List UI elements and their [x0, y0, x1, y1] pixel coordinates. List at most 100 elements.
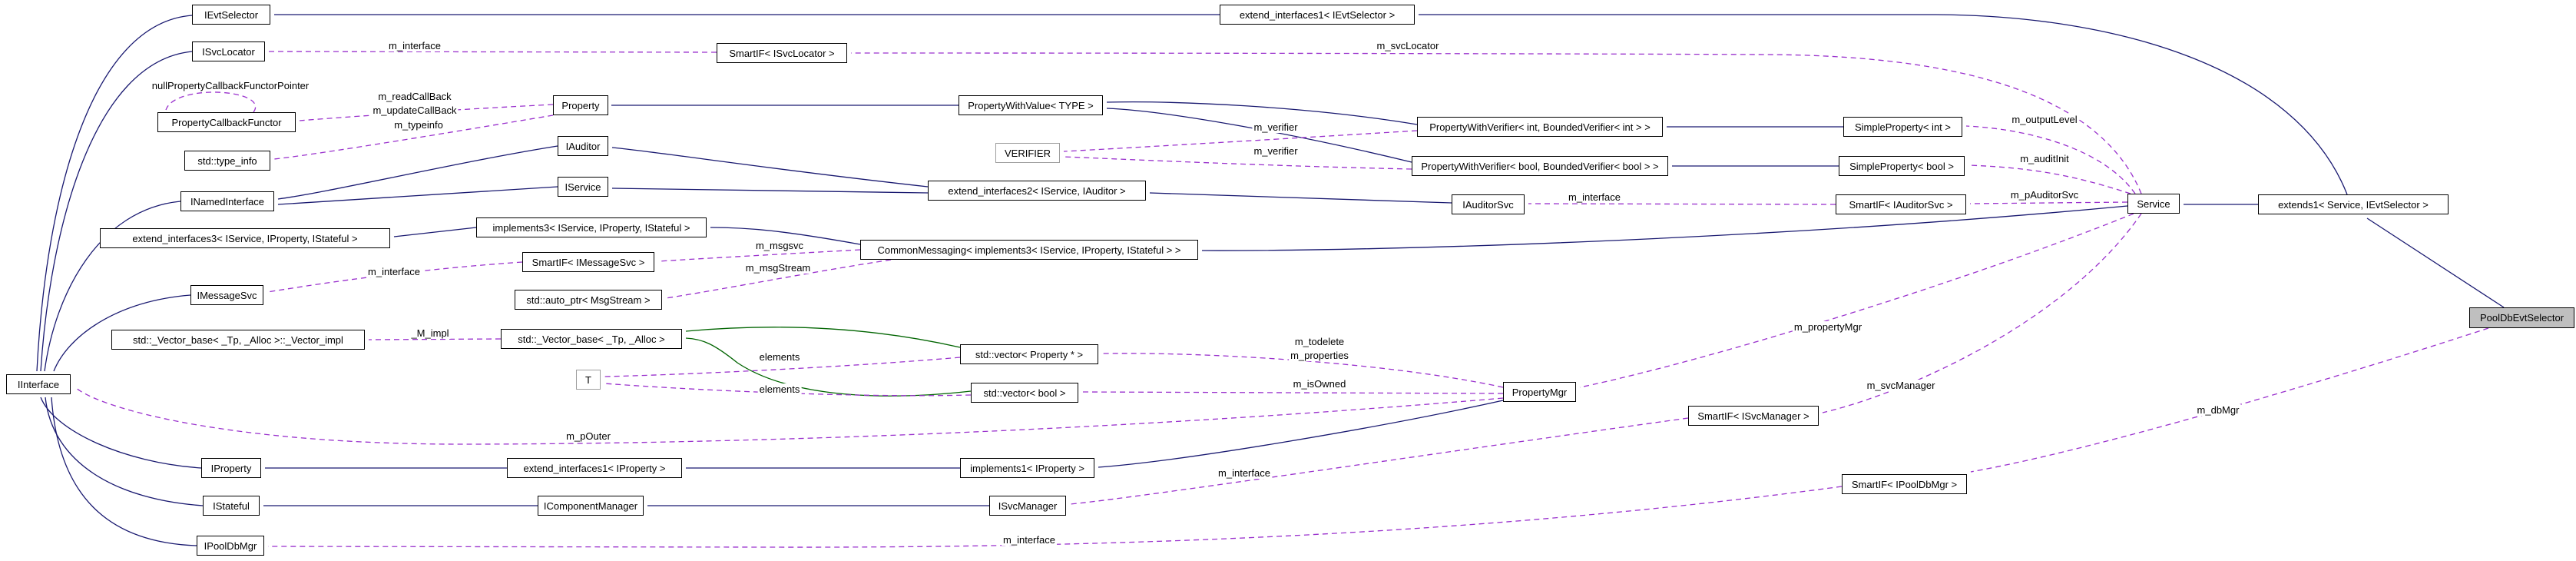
edge-Service-to-SmartIF_ISvcLocator [850, 52, 2142, 194]
edge-PoolDbEvtSelector-to-SmartIF_IPoolDbMgr [1970, 327, 2489, 473]
edge-ISvcLocator-to-IInterface [40, 51, 193, 372]
edge-label: m_interface [1567, 191, 1622, 203]
node-VERIFIER[interactable]: VERIFIER [995, 143, 1060, 163]
node-IMessageSvc[interactable]: IMessageSvc [190, 285, 263, 305]
node-IProperty[interactable]: IProperty [201, 458, 261, 478]
edge-label: m_verifier [1252, 121, 1300, 133]
edge-extend_interfaces2-to-IAuditor [611, 147, 929, 188]
node-implements1_IProperty[interactable]: implements1< IProperty > [960, 458, 1094, 478]
edge-PropertyMgr-to-IInterface [74, 387, 1504, 445]
edge-INamedInterface-to-IInterface [44, 201, 181, 372]
edge-PropertyCallbackFunctor-to-PropertyCallbackFunctor [165, 91, 257, 113]
edge-IPoolDbMgr-to-IInterface [51, 397, 197, 546]
edge-label: elements [757, 383, 802, 395]
edge-Service-to-SimpleProperty_int [1965, 125, 2136, 194]
edge-SmartIF_IPoolDbMgr-to-IPoolDbMgr [267, 486, 1843, 548]
node-INamedInterface[interactable]: INamedInterface [180, 191, 274, 211]
edge-label: elements [757, 351, 802, 363]
edge-Property-to-std-type_info [273, 115, 554, 160]
node-extends1[interactable]: extends1< Service, IEvtSelector > [2258, 194, 2449, 214]
edge-PropertyMgr-to-implements1_IProperty [1098, 400, 1504, 468]
node-IInterface[interactable]: IInterface [6, 374, 71, 394]
node-Service[interactable]: Service [2127, 194, 2180, 214]
edge-SmartIF_ISvcLocator-to-ISvcLocator [268, 51, 717, 53]
edge-label: m_msgStream [743, 262, 813, 274]
node-SmartIF_ISvcLocator[interactable]: SmartIF< ISvcLocator > [717, 43, 847, 63]
node-ISvcManager[interactable]: ISvcManager [989, 496, 1066, 516]
node-T[interactable]: T [576, 370, 601, 390]
node-vector_Property[interactable]: std::vector< Property * > [960, 344, 1098, 364]
node-CommonMessaging[interactable]: CommonMessaging< implements3< IService, … [860, 240, 1198, 260]
node-IEvtSelector[interactable]: IEvtSelector [192, 5, 270, 25]
node-vector_base[interactable]: std::_Vector_base< _Tp, _Alloc > [501, 329, 682, 349]
edge-PropertyMgr-to-vector_bool [1081, 391, 1504, 394]
edge-label: m_outputLevel [2010, 114, 2079, 125]
edge-Service-to-PropertyMgr [1579, 213, 2134, 388]
edge-Service-to-SimpleProperty_bool [1968, 164, 2131, 194]
node-SimpleProperty_int[interactable]: SimpleProperty< int > [1843, 117, 1962, 137]
edge-label: m_interface [366, 266, 422, 277]
edge-label: m_todelete [1293, 336, 1346, 347]
node-extend_interfaces3[interactable]: extend_interfaces3< IService, IProperty,… [100, 228, 390, 248]
edge-IStateful-to-IInterface [45, 397, 204, 506]
edge-CommonMessaging-to-SmartIF_IMessageSvc [657, 249, 861, 262]
node-IPoolDbMgr[interactable]: IPoolDbMgr [197, 536, 264, 556]
node-SmartIF_IMessageSvc[interactable]: SmartIF< IMessageSvc > [522, 252, 654, 272]
node-implements3[interactable]: implements3< IService, IProperty, IState… [476, 217, 707, 237]
edge-SmartIF_ISvcManager-to-ISvcManager [1069, 417, 1689, 505]
edge-PWV_int-to-PropertyWithValue [1106, 101, 1418, 125]
edge-label: m_svcManager [1865, 380, 1937, 391]
edge-label: m_pOuter [565, 430, 612, 442]
node-SmartIF_IPoolDbMgr[interactable]: SmartIF< IPoolDbMgr > [1842, 474, 1967, 494]
edge-label: m_interface [387, 40, 442, 51]
edge-implements3-to-extend_interfaces3 [393, 227, 477, 237]
edge-Service-to-CommonMessaging [1201, 205, 2128, 251]
edge-label: m_updateCallBack [371, 105, 459, 116]
edge-IMessageSvc-to-IInterface [53, 294, 191, 372]
edge-extend_interfaces2-to-IService [611, 188, 929, 194]
edge-Service-to-SmartIF_IAuditorSvc [1969, 201, 2128, 204]
node-ISvcLocator[interactable]: ISvcLocator [192, 41, 265, 61]
edge-label: m_verifier [1252, 145, 1300, 157]
edge-label: m_properties [1289, 350, 1350, 361]
edge-vector_base-to-vector_impl [368, 338, 502, 340]
node-extend_interfaces1_IProperty[interactable]: extend_interfaces1< IProperty > [507, 458, 682, 478]
edge-IProperty-to-IInterface [40, 397, 202, 469]
node-vector_bool[interactable]: std::vector< bool > [971, 383, 1078, 403]
node-SimpleProperty_bool[interactable]: SimpleProperty< bool > [1839, 156, 1965, 176]
node-vector_impl[interactable]: std::_Vector_base< _Tp, _Alloc >::_Vecto… [111, 330, 365, 350]
node-PropertyWithValue[interactable]: PropertyWithValue< TYPE > [959, 95, 1103, 115]
node-IComponentManager[interactable]: IComponentManager [538, 496, 644, 516]
node-IAuditor[interactable]: IAuditor [558, 136, 608, 156]
edge-Property-to-PropertyCallbackFunctor [299, 104, 554, 121]
edge-CommonMessaging-to-implements3 [710, 227, 861, 245]
edge-extends1-to-extend_interfaces1_IEvtSelector [1419, 14, 2348, 195]
node-PropertyCallbackFunctor[interactable]: PropertyCallbackFunctor [157, 112, 296, 132]
node-IStateful[interactable]: IStateful [203, 496, 260, 516]
node-SmartIF_IAuditorSvc[interactable]: SmartIF< IAuditorSvc > [1836, 194, 1966, 214]
node-PWV_int[interactable]: PropertyWithVerifier< int, BoundedVerifi… [1417, 117, 1663, 137]
node-extend_interfaces1_IEvtSelector[interactable]: extend_interfaces1< IEvtSelector > [1220, 5, 1415, 25]
edge-label: m_interface [1217, 467, 1272, 479]
node-SmartIF_ISvcManager[interactable]: SmartIF< ISvcManager > [1688, 406, 1819, 426]
node-PWV_bool[interactable]: PropertyWithVerifier< bool, BoundedVerif… [1412, 156, 1668, 176]
edge-label: m_readCallBack [376, 91, 453, 102]
edge-label: m_auditInit [2018, 153, 2071, 164]
node-auto_ptr_MsgStream[interactable]: std::auto_ptr< MsgStream > [515, 290, 662, 310]
node-IService[interactable]: IService [558, 177, 608, 197]
edge-vector_Property-to-vector_base [685, 326, 961, 348]
edge-label: m_svcLocator [1375, 40, 1441, 51]
edge-PoolDbEvtSelector-to-extends1 [2366, 217, 2505, 308]
node-extend_interfaces2[interactable]: extend_interfaces2< IService, IAuditor > [928, 181, 1146, 201]
edge-label: m_msgsvc [753, 240, 806, 251]
node-std-type_info[interactable]: std::type_info [184, 151, 270, 171]
edge-label: m_propertyMgr [1792, 321, 1864, 333]
node-IAuditorSvc[interactable]: IAuditorSvc [1452, 194, 1525, 214]
edge-label: m_interface [1002, 534, 1057, 546]
edge-PWV_bool-to-PropertyWithValue [1106, 108, 1412, 163]
node-PropertyMgr[interactable]: PropertyMgr [1503, 382, 1576, 402]
edge-label: m_isOwned [1291, 378, 1348, 390]
node-Property[interactable]: Property [553, 95, 608, 115]
edge-IAuditor-to-INamedInterface [277, 145, 558, 200]
